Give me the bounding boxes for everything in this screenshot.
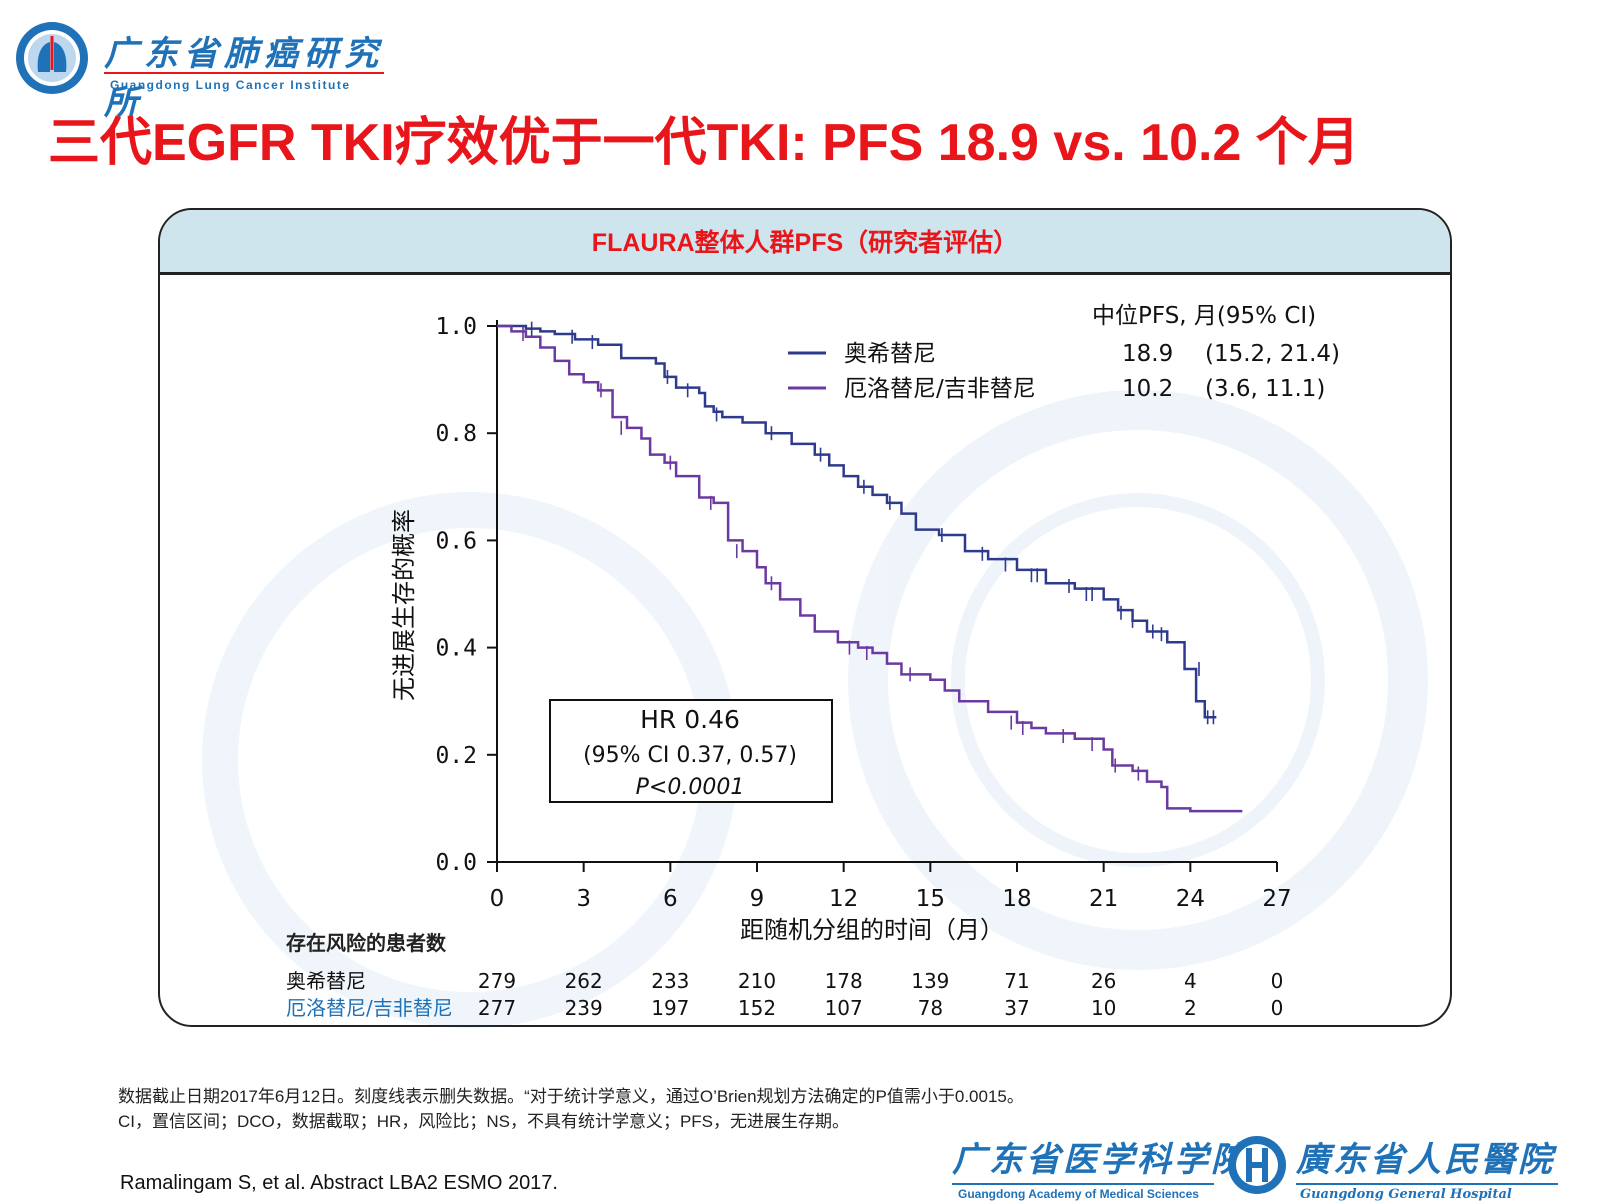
risk-count: 139 [911,969,949,993]
risk-count: 0 [1271,969,1284,993]
risk-count: 107 [825,996,863,1020]
legend-label-comparator: 厄洛替尼/吉非替尼 [844,376,1036,402]
x-tick-label: 18 [1002,886,1031,912]
risk-count: 210 [738,969,776,993]
hr-ci: (95% CI 0.37, 0.57) [583,743,797,768]
hospital-divider [1296,1183,1558,1185]
risk-count: 10 [1091,996,1116,1020]
km-chart: 0 3 6 9 12 15 18 21 24 270.00.20.40.60.81.0 无进展生存… [202,303,1428,1028]
risk-count: 26 [1091,969,1116,993]
legend-ci-comparator: (3.6, 11.1) [1205,376,1325,402]
hospital-emblem-icon [1228,1136,1286,1194]
risk-table: 存在风险的患者数 奥希替尼 厄洛替尼/吉非替尼 279 262 233 210 178 1… [286,931,1283,1020]
x-tick-label: 21 [1089,886,1118,912]
y-tick-label: 0.6 [435,528,477,554]
risk-count: 4 [1184,969,1197,993]
risk-count: 239 [565,996,603,1020]
legend-header: 中位PFS, 月(95% CI) [1092,303,1316,329]
academy-name-en: Guangdong Academy of Medical Sciences [958,1187,1199,1201]
legend-median-comparator: 10.2 [1122,376,1173,402]
panel-header: FLAURA整体人群PFS（研究者评估） [160,210,1450,275]
logo-divider [104,72,384,74]
footnote-line-2: CI，置信区间；DCO，数据截取；HR，风险比；NS，不具有统计学意义；PFS，… [118,1112,850,1131]
institute-name-en: Guangdong Lung Cancer Institute [110,78,351,92]
y-tick-label: 0.4 [435,636,477,662]
hospital-logo: 廣东省人民醫院 Guangdong General Hospital [1296,1132,1558,1202]
risk-count: 277 [478,996,516,1020]
legend-ci-osimertinib: (15.2, 21.4) [1205,341,1340,367]
x-tick-label: 12 [829,886,858,912]
hospital-name-en: Guangdong General Hospital [1300,1187,1512,1202]
x-tick-label: 3 [576,886,591,912]
hospital-name-cn: 廣东省人民醫院 [1296,1140,1555,1180]
y-tick-label: 0.0 [435,850,477,876]
institute-logo: 广东省肺癌研究所 Guangdong Lung Cancer Institute [12,18,392,123]
risk-row-label-comparator: 厄洛替尼/吉非替尼 [286,996,453,1020]
risk-count: 262 [565,969,603,993]
risk-count: 233 [651,969,689,993]
academy-name-cn: 广东省医学科学院 [952,1140,1248,1180]
y-tick-label: 0.2 [435,743,477,769]
y-tick-label: 0.8 [435,421,477,447]
panel-title: FLAURA整体人群PFS（研究者评估） [591,229,1019,257]
y-axis-label: 无进展生存的概率 [390,509,418,701]
x-tick-label: 15 [916,886,945,912]
y-tick-label: 1.0 [435,314,477,340]
risk-count: 2 [1184,996,1197,1020]
p-value: P<0.0001 [636,775,745,800]
risk-row-label-osimertinib: 奥希替尼 [286,969,366,993]
risk-count: 78 [918,996,943,1020]
km-curve-osimertinib [497,324,1217,719]
legend-label-osimertinib: 奥希替尼 [844,341,936,367]
risk-count: 71 [1004,969,1029,993]
x-tick-label: 27 [1262,886,1291,912]
x-tick-label: 9 [750,886,765,912]
chart-panel: FLAURA整体人群PFS（研究者评估） [158,208,1452,1027]
reference-citation: Ramalingam S, et al. Abstract LBA2 ESMO … [120,1172,558,1194]
x-tick-label: 6 [663,886,678,912]
hr-annotation: HR 0.46 (95% CI 0.37, 0.57) P<0.0001 [549,699,833,803]
risk-count: 152 [738,996,776,1020]
slide-title: 三代EGFR TKI疗效优于一代TKI: PFS 18.9 vs. 10.2 个… [48,114,1360,172]
academy-divider [952,1183,1214,1185]
academy-logo: 广东省医学科学院 Guangdong Academy of Medical Sc… [952,1132,1248,1201]
risk-table-title: 存在风险的患者数 [286,931,447,955]
hr-value: HR 0.46 [640,705,740,734]
risk-count: 37 [1004,996,1029,1020]
risk-count: 178 [825,969,863,993]
risk-count: 0 [1271,996,1284,1020]
axis-ticks: 0 3 6 9 12 15 18 21 24 27 0.0 0.2 0.4 0.6 0.8 1.0 [435,314,1291,912]
risk-count: 279 [478,969,516,993]
censor-marks [522,321,1215,781]
institute-name-cn: 广东省肺癌研究所 [104,34,384,123]
x-tick-label: 0 [490,886,505,912]
footnote-line-1: 数据截止日期2017年6月12日。刻度线表示删失数据。“对于统计学意义，通过O’… [118,1087,1024,1106]
institute-emblem-icon [16,22,88,94]
plot-axes [496,320,1277,863]
x-axis-label: 距随机分组的时间（月） [740,916,1004,944]
legend: 中位PFS, 月(95% CI) 奥希替尼 18.9 (15.2, 21.4) … [788,303,1340,402]
x-tick-label: 24 [1176,886,1205,912]
legend-median-osimertinib: 18.9 [1122,341,1173,367]
risk-count: 197 [651,996,689,1020]
